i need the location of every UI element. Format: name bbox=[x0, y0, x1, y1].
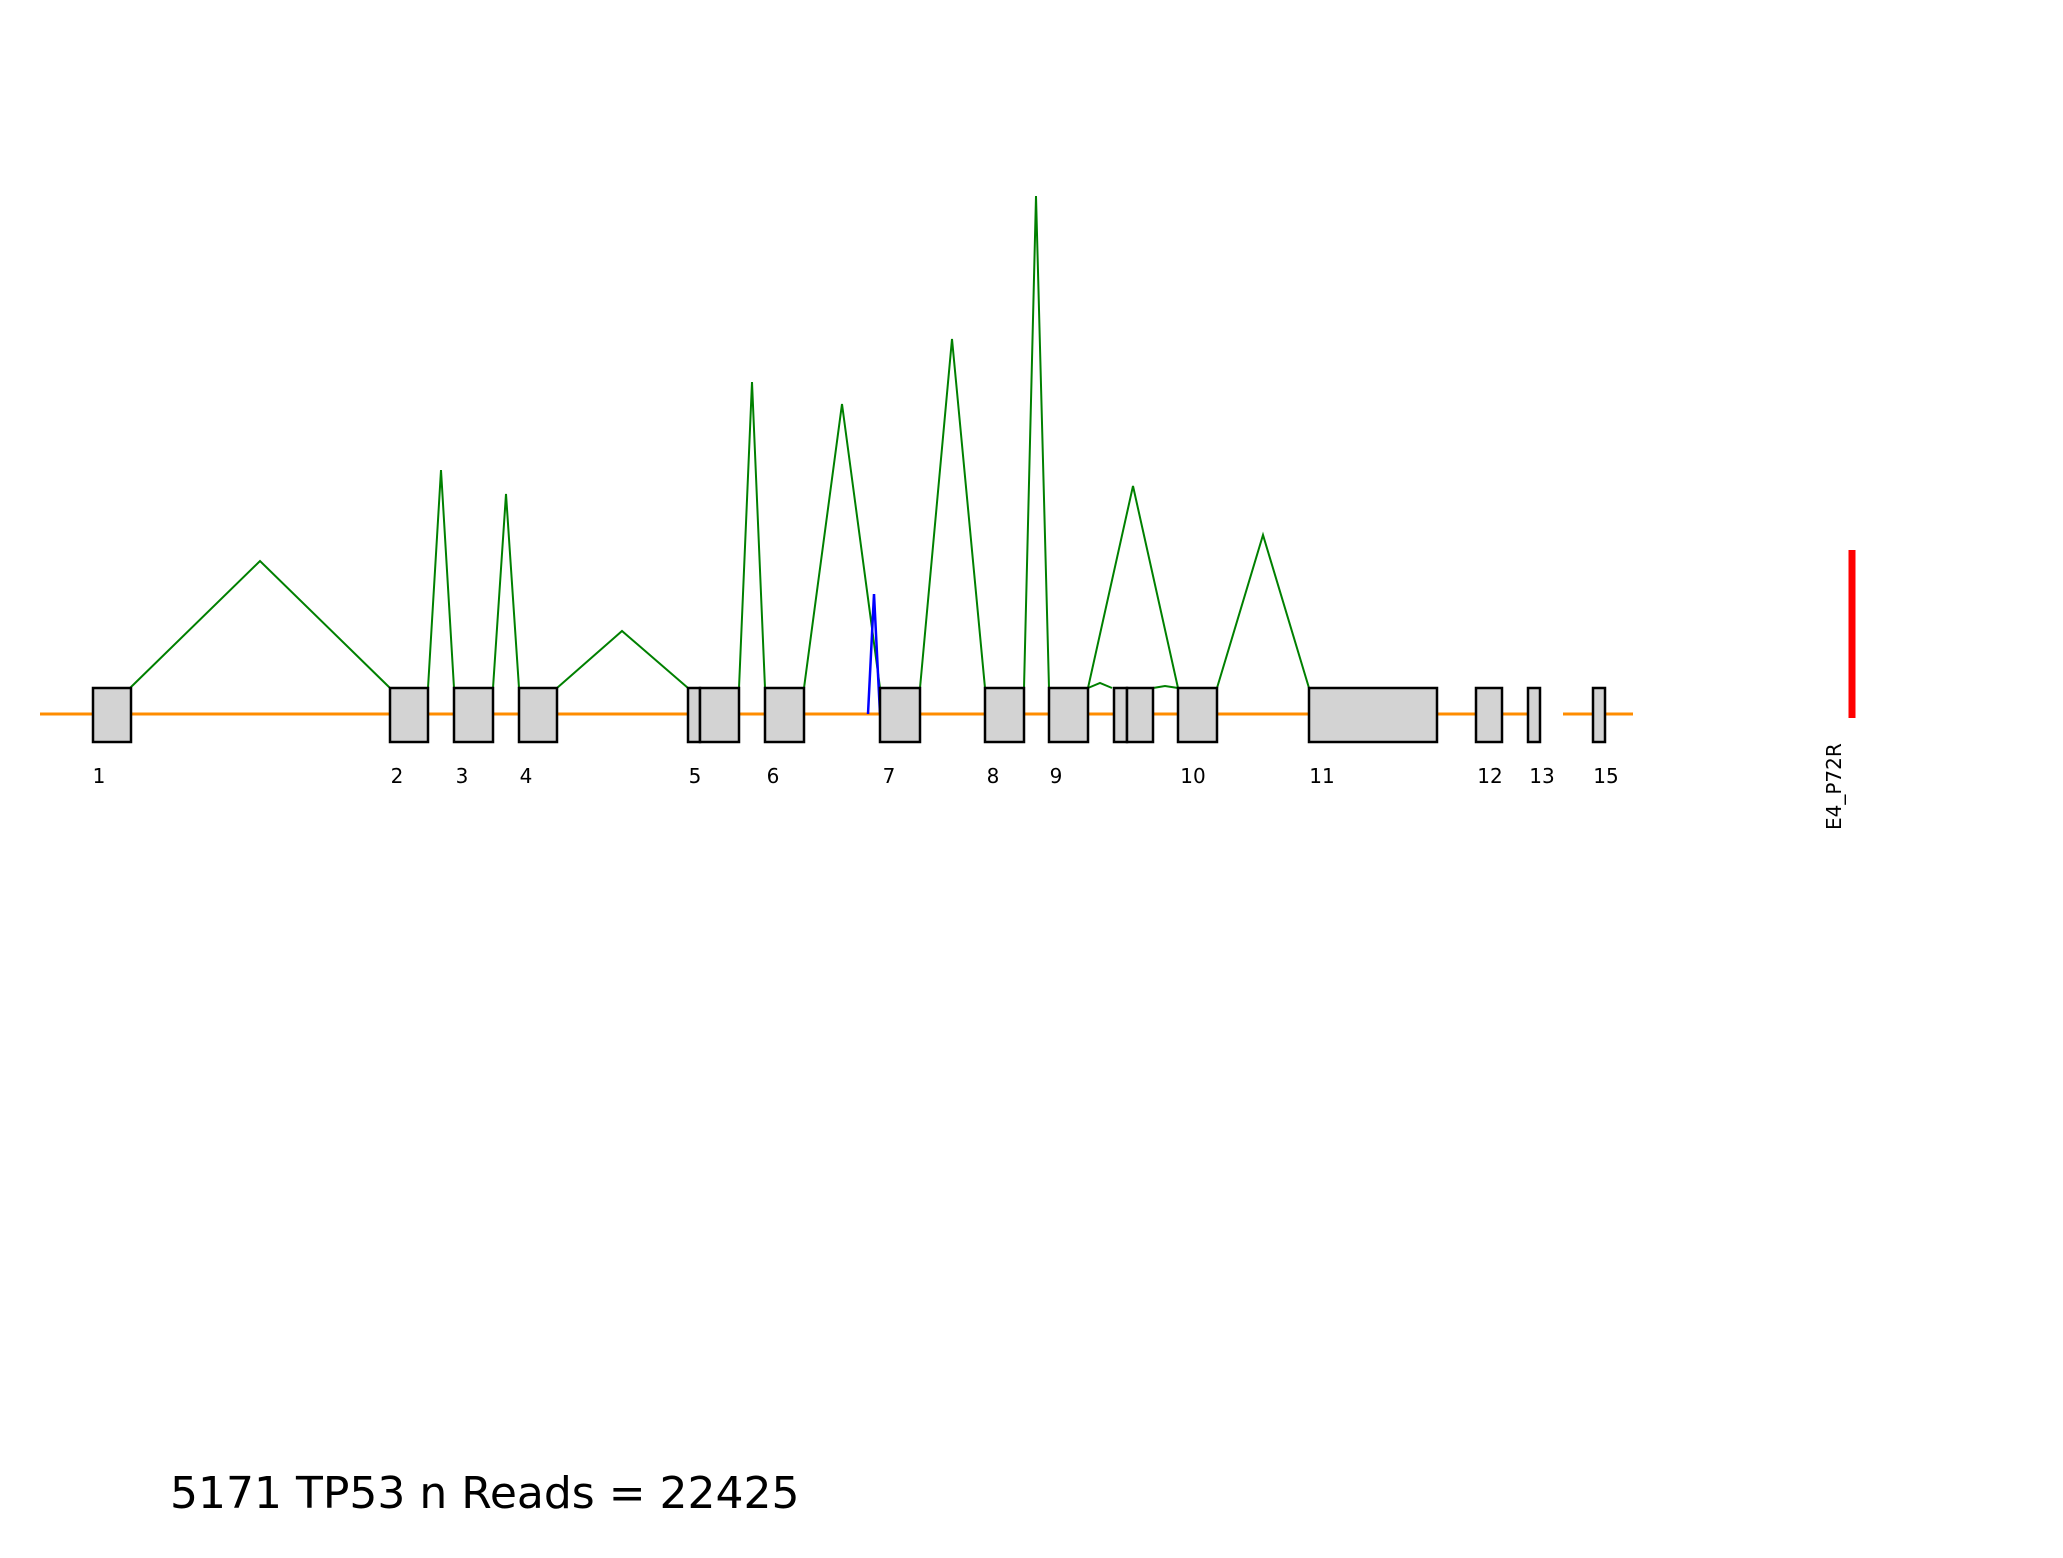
junction-arc-2 bbox=[427, 469, 455, 689]
mutation-label: E4_P72R bbox=[1822, 743, 1846, 830]
junction-arc-6 bbox=[803, 403, 881, 689]
exon-label-4: 4 bbox=[520, 764, 533, 788]
exon-label-5: 5 bbox=[689, 764, 702, 788]
exon-label-13: 13 bbox=[1529, 764, 1554, 788]
exon-box-11 bbox=[1112, 686, 1129, 744]
exon-box-12 bbox=[1125, 686, 1155, 744]
exon-label-6: 6 bbox=[767, 764, 780, 788]
junction-arc-8 bbox=[1023, 195, 1050, 689]
exon-label-2: 2 bbox=[391, 764, 404, 788]
exon-label-3: 3 bbox=[456, 764, 469, 788]
junction-arc-11 bbox=[1087, 681, 1113, 689]
blue-event-line bbox=[866, 593, 882, 715]
exon-label-8: 8 bbox=[987, 764, 1000, 788]
junction-arc-4 bbox=[556, 629, 689, 689]
junction-arc-9 bbox=[1087, 485, 1179, 689]
exon-box-10 bbox=[1047, 686, 1090, 744]
exon-box-5 bbox=[686, 686, 702, 744]
exon-box-14 bbox=[1307, 686, 1439, 744]
exon-label-9: 9 bbox=[1050, 764, 1063, 788]
exon-box-4 bbox=[517, 686, 559, 744]
exon-label-1: 1 bbox=[93, 764, 106, 788]
exon-box-1 bbox=[91, 686, 133, 744]
exon-box-16 bbox=[1526, 686, 1542, 744]
mutation-marker-group: E4_P72R bbox=[1822, 550, 1856, 830]
junction-arc-10 bbox=[1216, 531, 1310, 689]
exon-box-17 bbox=[1591, 686, 1607, 744]
exon-box-3 bbox=[452, 686, 495, 744]
exon-box-9 bbox=[983, 686, 1026, 744]
exon-label-10: 10 bbox=[1180, 764, 1205, 788]
exon-track bbox=[91, 686, 1607, 744]
splice-junctions bbox=[129, 195, 1310, 715]
exon-box-13 bbox=[1176, 686, 1219, 744]
exon-box-15 bbox=[1474, 686, 1504, 744]
exon-label-11: 11 bbox=[1309, 764, 1334, 788]
junction-arc-3 bbox=[492, 493, 520, 689]
exon-labels: 1 2 3 4 5 6 7 8 9 10 11 12 13 15 bbox=[93, 764, 1619, 788]
exon-label-7: 7 bbox=[883, 764, 896, 788]
junction-arc-7 bbox=[919, 338, 986, 689]
figure-caption: 5171 TP53 n Reads = 22425 bbox=[170, 1468, 800, 1519]
exon-box-6 bbox=[698, 686, 741, 744]
exon-label-12: 12 bbox=[1477, 764, 1502, 788]
junction-arc-12 bbox=[1152, 684, 1179, 689]
junction-arc-5 bbox=[738, 381, 766, 689]
exon-box-8 bbox=[878, 686, 922, 744]
exon-box-2 bbox=[388, 686, 430, 744]
junction-arc-1 bbox=[129, 559, 391, 689]
exon-box-7 bbox=[763, 686, 806, 744]
exon-label-15: 15 bbox=[1593, 764, 1618, 788]
